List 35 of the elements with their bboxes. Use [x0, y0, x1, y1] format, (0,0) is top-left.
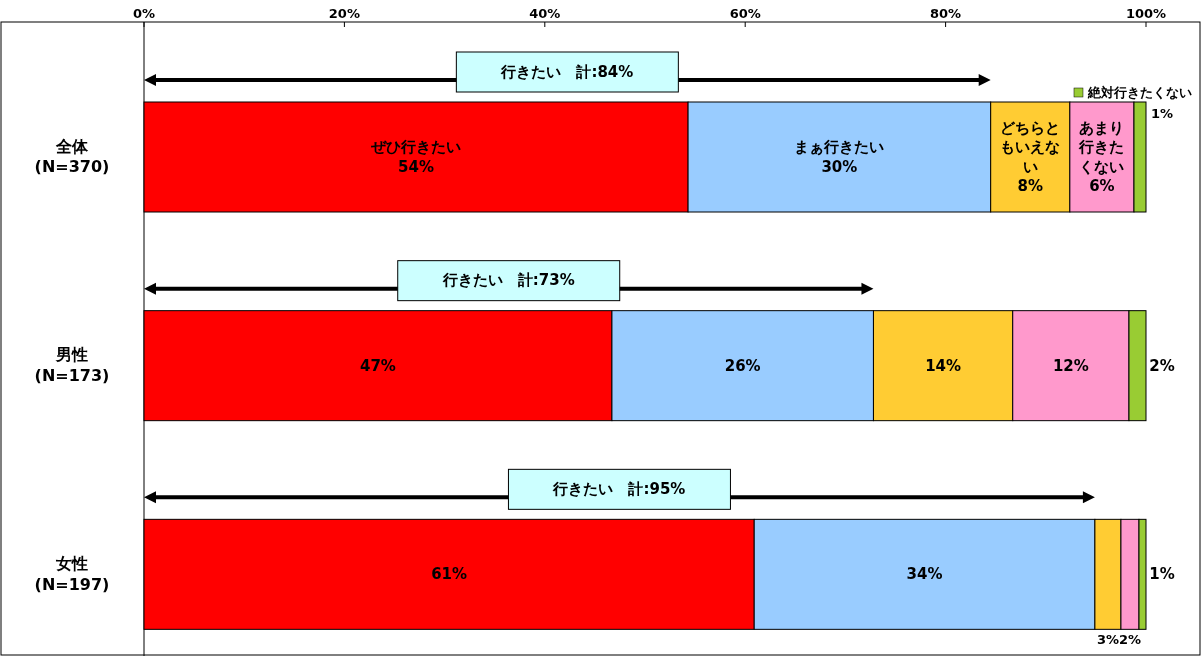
annotation: 行きたい 計:84%	[500, 62, 634, 81]
annotation: 行きたい 計:95%	[144, 468, 1095, 510]
annotation: 行きたい 計:95%	[552, 479, 686, 498]
series-label: まぁ行きたい	[794, 137, 885, 156]
data-label: 3%	[1096, 631, 1119, 647]
data-label: 12%	[1052, 356, 1089, 375]
x-tick-label: 20%	[328, 5, 360, 21]
data-label: 34%	[906, 564, 943, 583]
data-label: 6%	[1089, 176, 1115, 195]
series-label: ぜひ行きたい	[370, 137, 462, 156]
annotation: 行きたい 計:73%	[144, 260, 874, 302]
annotation: 行きたい 計:73%	[441, 271, 575, 290]
data-label: 54%	[398, 157, 434, 176]
data-label: 47%	[360, 356, 396, 375]
data-label: 1%	[1150, 105, 1174, 121]
series-label: どちらともいえない	[1000, 118, 1061, 176]
legend-label: 絶対行きたくない	[1086, 84, 1192, 100]
annotation: 行きたい 計:84%	[144, 51, 991, 93]
x-tick-label: 60%	[729, 5, 761, 21]
data-label: 8%	[1017, 176, 1043, 195]
data-label: 30%	[821, 157, 858, 176]
y-tick-label: 全体 (N=370)	[34, 136, 110, 176]
data-label: 2%	[1149, 356, 1175, 375]
series-label: あまり行きたくない	[1078, 118, 1125, 176]
data-label: 1%	[1149, 564, 1175, 583]
x-tick-label: 80%	[930, 5, 962, 21]
data-label: 26%	[724, 356, 761, 375]
x-tick-label: 0%	[132, 5, 156, 21]
y-tick-label: 男性 (N=173)	[34, 344, 110, 385]
data-label: 61%	[431, 564, 468, 583]
y-tick-label: 女性 (N=197)	[34, 553, 110, 594]
data-label: 14%	[925, 356, 962, 375]
data-label: 2%	[1118, 631, 1142, 647]
x-tick-label: 100%	[1125, 5, 1167, 21]
x-tick-label: 40%	[529, 5, 561, 21]
